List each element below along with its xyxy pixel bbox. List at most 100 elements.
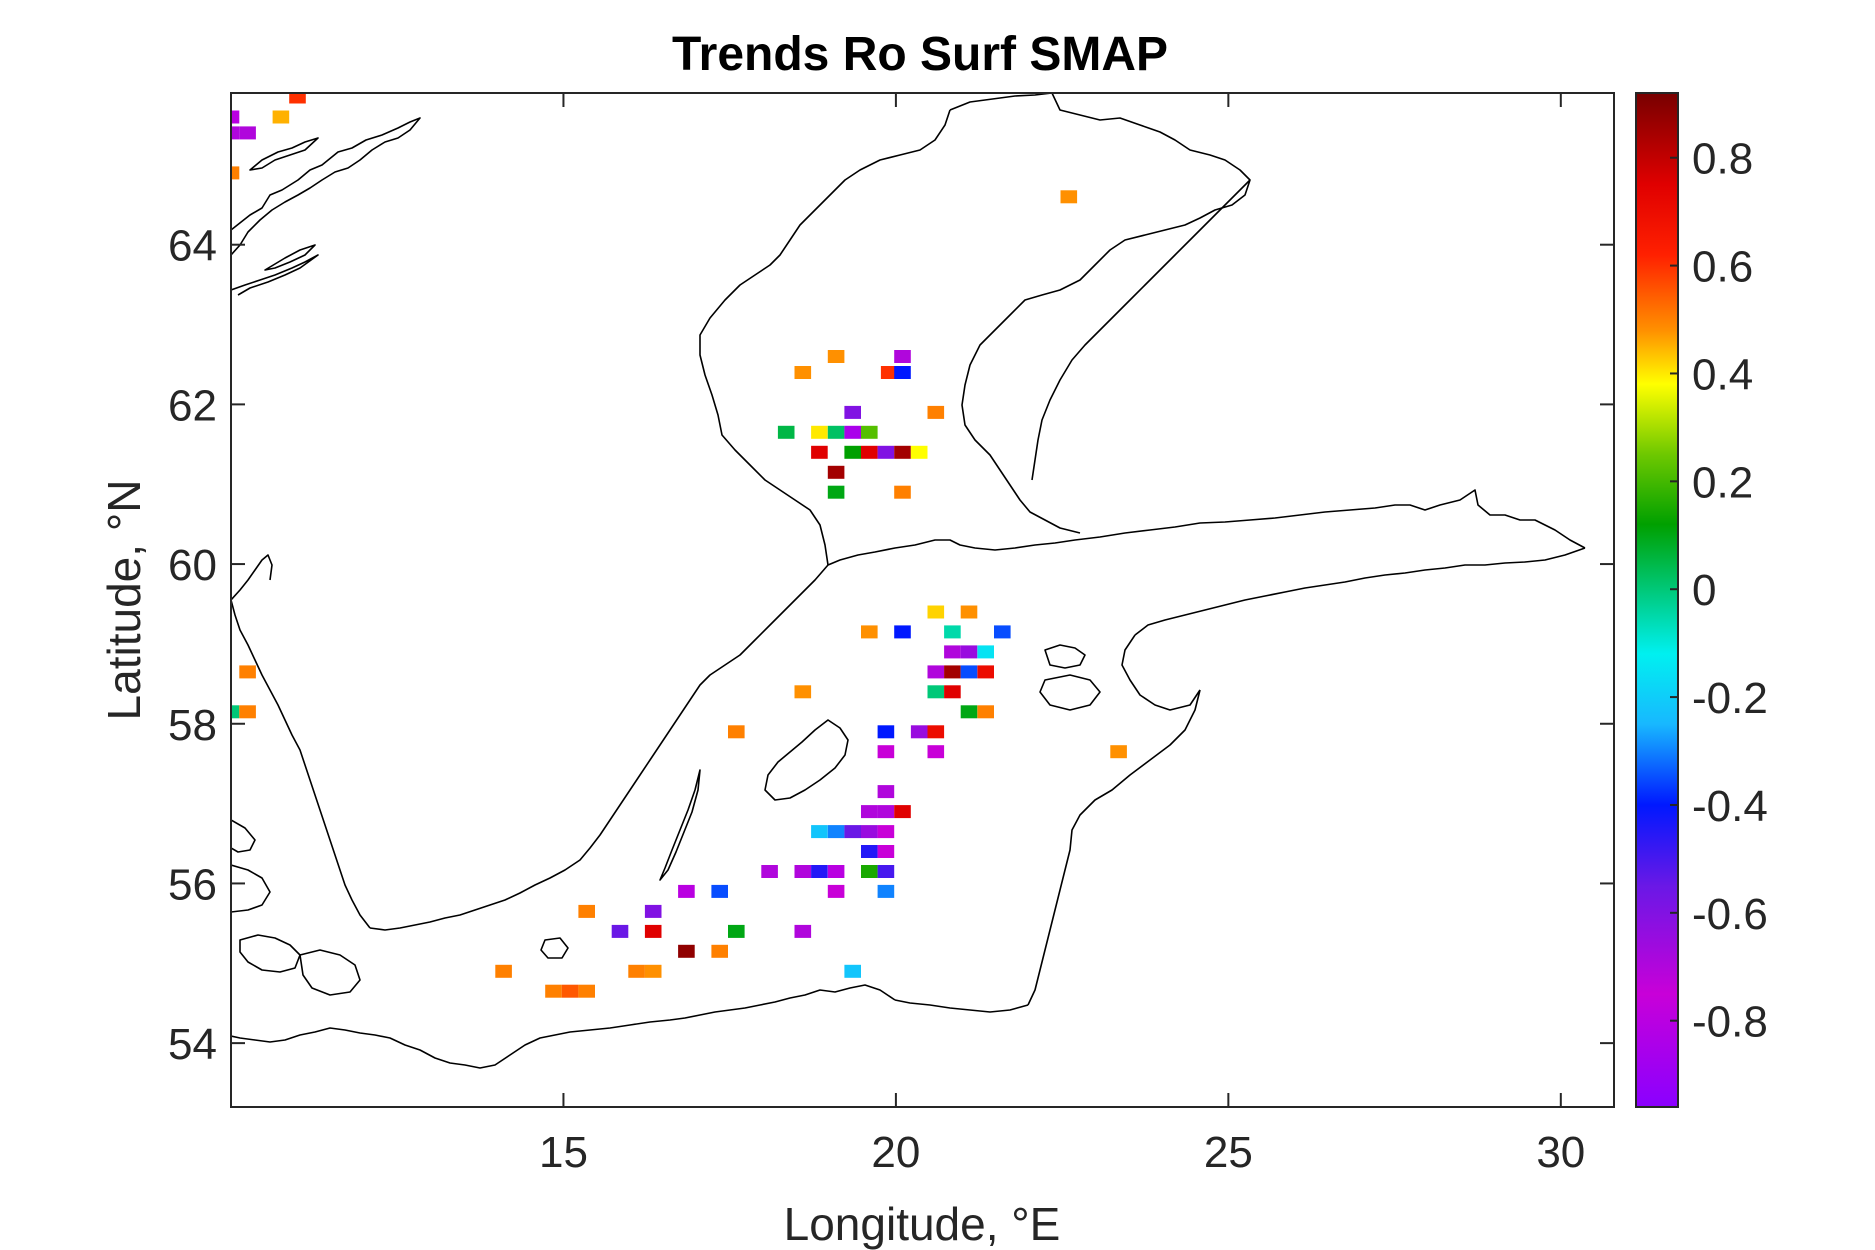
trend-cell [611,924,629,938]
trend-cell [561,984,579,998]
y-axis: 54 56 58 60 62 64 [168,222,1614,1069]
chart-title: Trends Ro Surf SMAP [672,28,1168,81]
plot-frame [230,92,1615,1108]
trend-cell [877,865,895,878]
coastline-map [231,93,1586,1069]
trend-cell [877,805,895,819]
trend-cell [944,625,961,639]
trend-cell [728,725,745,739]
trend-cell [239,665,256,679]
trend-cell [827,425,845,439]
x-tick-label: 25 [1204,1128,1253,1177]
trend-cell [994,625,1011,639]
y-tick-label: 58 [168,701,217,750]
trend-cell [861,425,878,439]
colorbar-tick-label: -0.6 [1692,890,1768,939]
trend-cell [944,685,961,699]
trend-cell [231,126,240,140]
trend-cell [960,705,978,719]
trend-cell [910,445,928,459]
trend-cell [877,825,895,839]
trend-cell [861,825,878,839]
y-tick-label: 62 [168,381,217,430]
trend-cell [960,665,978,679]
trend-cell [644,904,662,918]
trend-cell [894,366,911,379]
trend-cell [927,605,945,619]
trend-cell [827,884,845,898]
x-tick-label: 15 [539,1128,588,1177]
trend-cell [827,465,845,479]
trend-cell [844,425,861,439]
colorbar-ticks: 0.8 0.6 0.4 0.2 0 -0.2 -0.4 -0.6 -0.8 [1670,135,1768,1047]
colorbar-tick-label: -0.2 [1692,674,1768,723]
colorbar-tick-label: 0 [1692,566,1716,615]
colorbar [1635,92,1679,1108]
trend-cell [231,705,240,719]
trend-cell [927,685,945,699]
trend-cell [861,445,878,459]
trend-cell [811,425,828,439]
trend-cell [977,645,994,659]
trend-cell [861,805,878,819]
trend-cell [811,825,828,839]
trend-cell [861,865,878,878]
trend-cell [861,625,878,639]
trend-cell [644,924,662,938]
trend-cell [877,445,895,459]
trend-cell [761,865,778,878]
trend-cell [794,366,812,379]
trend-cell [927,665,945,679]
trend-cell [877,725,895,739]
y-axis-label: Latitude, °N [98,480,150,721]
trend-cell [578,904,595,918]
trend-cell [231,166,240,180]
trend-cell [894,445,911,459]
trend-cell [239,705,256,719]
trend-cell [811,865,828,878]
trend-cell [877,785,895,799]
trend-cell [827,865,845,878]
trend-cell [927,725,945,739]
trend-cell [880,366,898,379]
trend-cell [960,605,978,619]
trend-cell [977,705,994,719]
trend-cell [844,825,861,839]
trend-cell [977,665,994,679]
colorbar-tick-label: 0.4 [1692,350,1753,399]
colorbar-tick-label: 0.6 [1692,243,1753,292]
colorbar-tick-label: 0.8 [1692,135,1753,184]
trend-cell [711,884,728,898]
trend-cell [844,964,861,978]
trend-cell [844,445,861,459]
trend-cell [644,964,662,978]
x-tick-label: 30 [1536,1128,1585,1177]
colorbar-tick-label: 0.2 [1692,458,1753,507]
trend-cell [794,924,812,938]
trend-cells [231,93,1127,998]
trend-cell [1110,745,1127,759]
trend-cell [628,964,645,978]
trend-cell [811,445,828,459]
trend-cell [927,745,945,759]
trend-cell [844,405,861,419]
trend-cell [944,645,961,659]
trend-cell [231,110,240,124]
trend-cell [578,984,595,998]
trend-cell [927,405,945,419]
colorbar-tick-label: -0.4 [1692,782,1768,831]
trend-cell [777,425,795,439]
trend-cell [728,924,745,938]
trend-cell [944,665,961,679]
y-tick-label: 56 [168,860,217,909]
trend-cell [678,884,695,898]
y-tick-label: 54 [168,1020,217,1069]
trend-cell [894,625,911,639]
trend-cell [861,845,878,858]
trend-cell [1060,190,1078,204]
x-axis: 15 20 25 30 [539,93,1585,1177]
trend-cell [239,126,256,140]
trend-cell [827,825,845,839]
x-tick-label: 20 [871,1128,920,1177]
